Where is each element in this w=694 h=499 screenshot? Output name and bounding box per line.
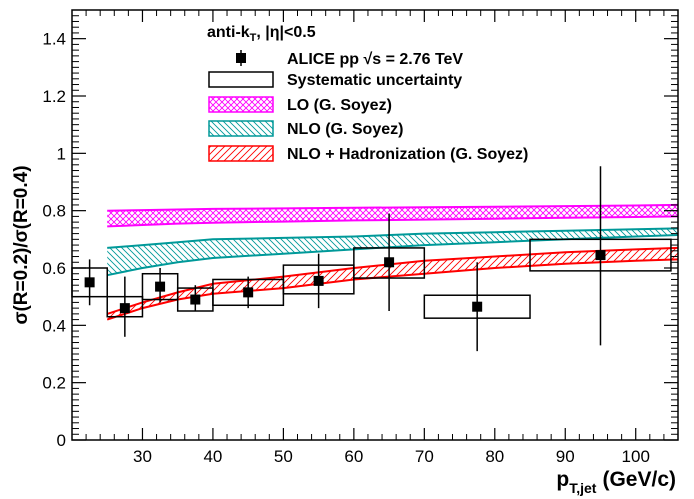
legend-lo-label: LO (G. Soyez): [287, 97, 392, 114]
nlo-band-upper-edge: [107, 227, 678, 249]
data-marker: [84, 277, 95, 288]
y-tick-label: 1.2: [42, 87, 66, 106]
lo-band-lower-edge: [107, 215, 678, 228]
legend-systematic-label: Systematic uncertainty: [287, 72, 462, 89]
legend-header: anti-kT, |η|<0.5: [207, 24, 316, 44]
x-tick-label: 70: [415, 447, 434, 466]
legend-header-tail: , |η|<0.5: [256, 24, 315, 41]
y-tick-label: 0: [57, 431, 66, 450]
data-marker: [190, 294, 201, 305]
x-axis-title-unit: (GeV/c): [602, 468, 676, 491]
axis-tick-labels: 30 40 50 60 70 80 90 100 0 0.2 0.4 0.6 0.8 1 1.2 1.4: [42, 30, 650, 466]
x-axis-title-main: p: [556, 468, 569, 491]
lo-band-upper-edge: [107, 203, 678, 212]
plot-frame: [71, 9, 679, 441]
data-point: [243, 276, 254, 309]
x-axis-title-sub: T,jet: [569, 480, 597, 496]
data-point: [84, 259, 95, 306]
y-tick-label: 1.4: [42, 30, 66, 49]
legend-entry-data: ALICE pp √s = 2.76 TeV: [236, 50, 463, 68]
legend-nlo-had-label: NLO + Hadronization (G. Soyez): [287, 146, 528, 163]
y-tick-label: 0.6: [42, 259, 66, 278]
data-marker: [243, 287, 254, 298]
x-tick-label: 100: [622, 447, 650, 466]
legend-data-marker: [236, 53, 246, 63]
legend-systematic-swatch: [208, 71, 274, 88]
data-marker: [119, 303, 130, 314]
legend-entry-systematic: Systematic uncertainty: [208, 71, 462, 89]
legend-nlo-swatch: [208, 120, 274, 137]
legend-nlo-had-swatch: [208, 145, 274, 162]
data-point: [595, 166, 606, 346]
legend-nlo-label: NLO (G. Soyez): [287, 121, 403, 138]
legend: anti-kT, |η|<0.5 ALICE pp √s = 2.76 TeV …: [207, 24, 528, 163]
legend-lo-swatch: [208, 96, 274, 113]
axis-ticks: [72, 10, 679, 441]
data-marker: [595, 250, 606, 261]
legend-entry-nlo-had: NLO + Hadronization (G. Soyez): [208, 145, 528, 163]
legend-entry-nlo: NLO (G. Soyez): [208, 120, 403, 138]
y-tick-label: 0.4: [42, 316, 66, 335]
data-point: [313, 253, 324, 309]
data-point: [119, 276, 130, 337]
y-axis-title: σ(R=0.2)/σ(R=0.4): [11, 165, 32, 324]
y-tick-label: 0.8: [42, 202, 66, 221]
data-point: [190, 285, 201, 311]
data-marker: [472, 301, 483, 312]
x-tick-label: 50: [274, 447, 293, 466]
data-marker: [384, 257, 395, 268]
x-tick-label: 90: [556, 447, 575, 466]
data-point: [384, 213, 395, 311]
data-marker: [313, 275, 324, 286]
x-tick-label: 60: [344, 447, 363, 466]
legend-header-main: anti-k: [207, 24, 250, 41]
legend-entry-lo: LO (G. Soyez): [208, 96, 392, 114]
x-tick-label: 80: [485, 447, 504, 466]
x-axis-title: pT,jet (GeV/c): [556, 468, 676, 496]
data-point: [155, 268, 166, 303]
data-points: [84, 166, 606, 352]
lo-band-fill: [107, 204, 678, 227]
data-marker: [155, 281, 166, 292]
x-tick-label: 40: [203, 447, 222, 466]
legend-data-label: ALICE pp √s = 2.76 TeV: [287, 51, 463, 68]
y-tick-label: 1: [57, 144, 66, 163]
data-point: [472, 262, 483, 352]
legend-header-sub: T: [250, 32, 257, 44]
y-tick-label: 0.2: [42, 374, 66, 393]
x-tick-label: 30: [133, 447, 152, 466]
